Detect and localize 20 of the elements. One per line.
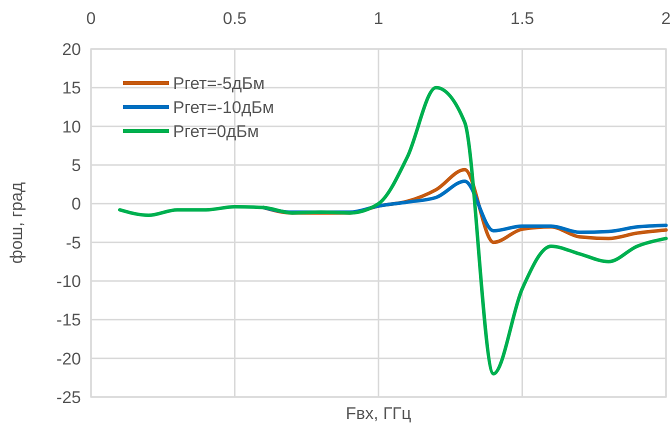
x-tick-label: 2 <box>661 9 671 28</box>
x-tick-label: 1.5 <box>510 9 534 28</box>
y-tick-label: -15 <box>56 310 81 330</box>
y-tick-label: -10 <box>56 272 81 291</box>
y-tick-label: -5 <box>66 233 81 252</box>
x-tick-label: 0 <box>86 9 96 28</box>
x-axis-title: Fвх, ГГц <box>346 404 412 423</box>
legend-label: Pгет=-10дБм <box>173 98 274 117</box>
y-tick-label: 5 <box>72 156 81 175</box>
y-tick-label: 20 <box>62 40 81 59</box>
x-tick-label: 1 <box>374 9 384 28</box>
y-axis-title: фош, град <box>7 182 26 264</box>
legend-label: Pгет=-5дБм <box>173 74 265 93</box>
y-tick-label: -25 <box>56 388 81 407</box>
x-tick-label: 0.5 <box>222 9 247 28</box>
y-tick-label: 15 <box>62 78 81 98</box>
legend-label: Pгет=0дБм <box>173 122 259 141</box>
y-tick-label: 10 <box>62 117 81 136</box>
y-tick-label: -20 <box>56 349 81 368</box>
y-tick-label: 0 <box>72 194 81 214</box>
